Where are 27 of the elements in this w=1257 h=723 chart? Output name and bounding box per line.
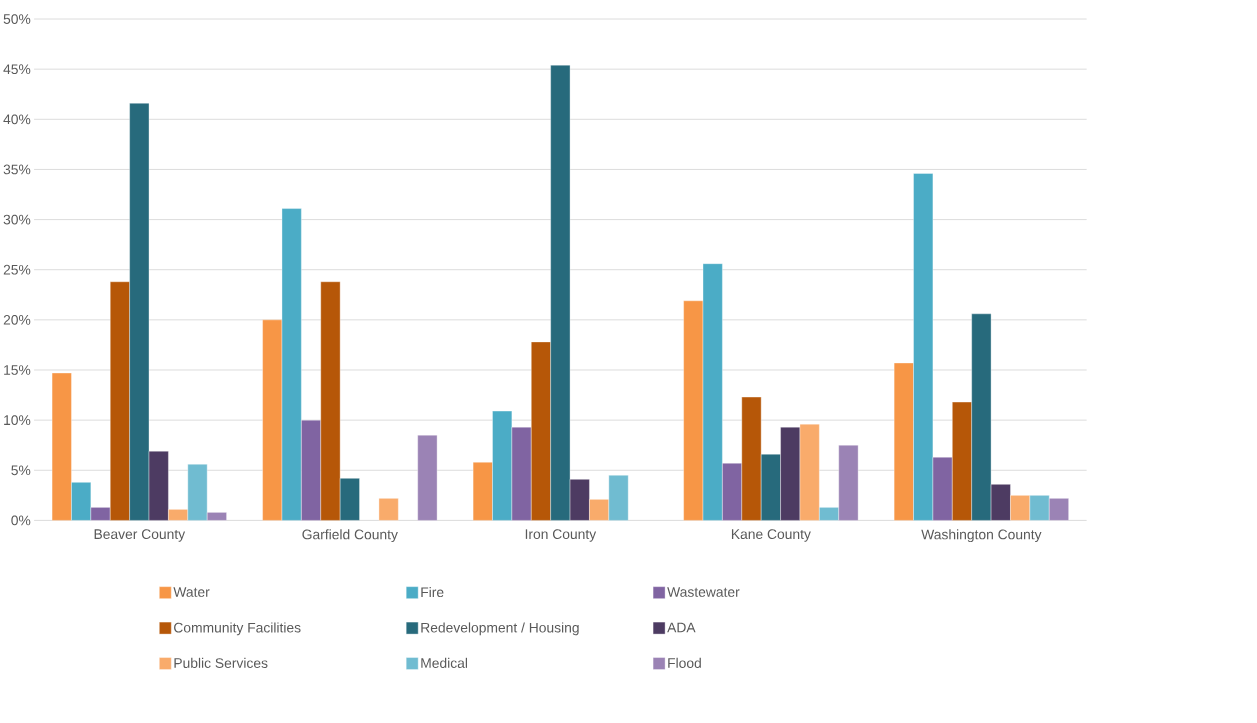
legend-label: Fire <box>421 586 444 598</box>
x-tick-label: Garfield County <box>302 529 398 543</box>
y-tick-label: 50% <box>3 14 31 24</box>
legend-label: Water <box>173 587 210 597</box>
x-tick-label: Kane County <box>731 529 811 542</box>
x-tick-label: Beaver County <box>94 529 186 542</box>
x-tick-label: Washington County <box>921 529 1042 543</box>
y-tick-label: 0% <box>11 515 31 526</box>
y-tick-label: 40% <box>3 114 31 125</box>
legend-label: Community Facilities <box>174 622 301 636</box>
y-tick-label: 20% <box>3 314 31 325</box>
legend-label: Flood <box>668 657 701 668</box>
bar <box>378 498 399 521</box>
bar <box>417 435 438 521</box>
y-tick-label: 5% <box>11 465 31 476</box>
y-tick-label: 45% <box>3 64 31 75</box>
y-tick-label: 30% <box>3 214 31 225</box>
legend-label: Public Services <box>174 657 268 668</box>
legend-label: Redevelopment / Housing <box>421 622 579 636</box>
legend-label: ADA <box>667 622 696 633</box>
y-tick-label: 10% <box>4 415 31 426</box>
legend-label: Medical <box>421 657 468 668</box>
x-tick-label: Iron County <box>525 529 597 542</box>
legend-label: Wastewater <box>667 587 740 597</box>
y-tick-label: 25% <box>3 264 31 275</box>
y-tick-label: 15% <box>4 365 31 375</box>
y-tick-label: 35% <box>3 164 31 175</box>
